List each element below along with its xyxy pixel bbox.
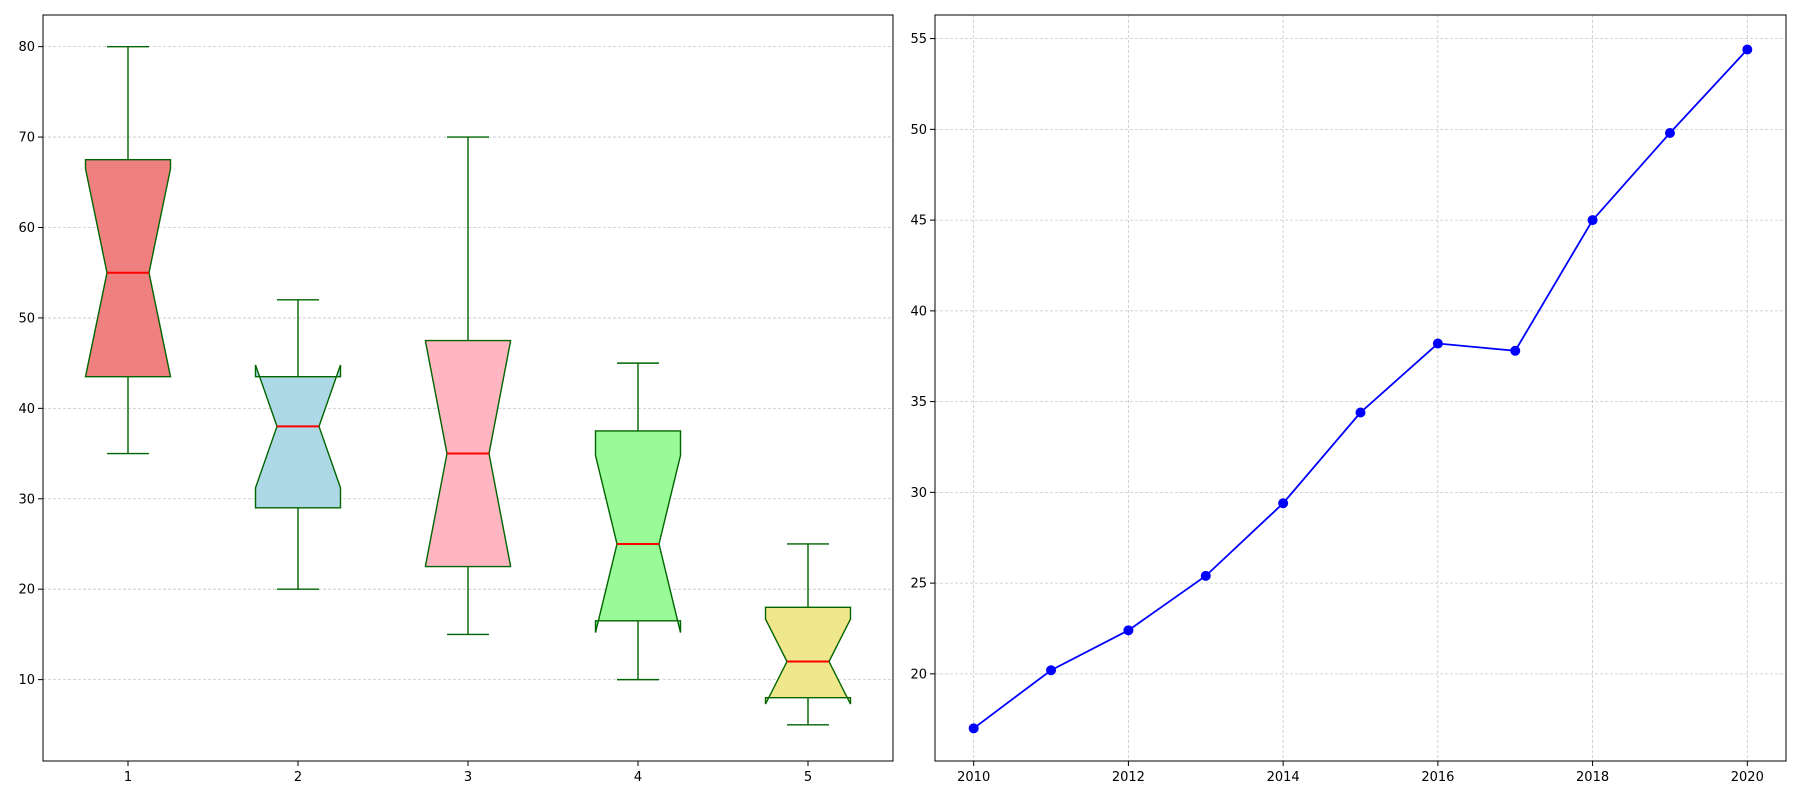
- y-tick-label: 40: [910, 304, 927, 319]
- data-point: [1123, 625, 1134, 636]
- box-3: [424, 136, 512, 636]
- y-tick-label: 80: [18, 40, 35, 55]
- y-tick-label: 30: [910, 486, 927, 501]
- data-point: [1046, 665, 1057, 676]
- data-point: [1200, 570, 1211, 581]
- data-point: [1278, 498, 1289, 509]
- data-point: [1432, 338, 1443, 349]
- y-tick-label: 45: [910, 214, 927, 229]
- boxplot-panel: 10 20 30 40 50 60 70 80 1 2 3 4 5: [18, 14, 894, 785]
- x-tick-label: 2014: [1267, 770, 1300, 785]
- y-tick-label: 30: [18, 492, 35, 507]
- series-line: [973, 48, 1748, 730]
- line-chart-panel: 20 25 30 35 40 45 50 55 2010 2012 2014 2016 2018 2020: [910, 14, 1787, 785]
- y-tick-label: 25: [910, 577, 927, 592]
- data-point: [1510, 345, 1521, 356]
- x-tick-label: 1: [124, 770, 132, 785]
- y-tick-label: 55: [910, 32, 927, 47]
- box-1: [84, 45, 172, 455]
- x-tick-label: 2020: [1731, 770, 1764, 785]
- box-body: [594, 430, 682, 633]
- x-tick-label: 2012: [1112, 770, 1145, 785]
- y-tick-label: 50: [18, 311, 35, 326]
- data-point: [1355, 407, 1366, 418]
- data-point: [968, 723, 979, 734]
- y-tick-label: 60: [18, 221, 35, 236]
- box-body: [84, 158, 172, 378]
- box-body: [254, 364, 342, 509]
- y-tick-label: 40: [18, 402, 35, 417]
- y-tick-label: 50: [910, 123, 927, 138]
- x-tick-label: 2018: [1576, 770, 1609, 785]
- y-tick-label: 35: [910, 395, 927, 410]
- plot-frame: [934, 14, 1787, 762]
- x-tick-label: 4: [634, 770, 642, 785]
- y-tick-label: 10: [18, 673, 35, 688]
- data-point: [1742, 44, 1753, 55]
- x-tick-label: 5: [804, 770, 812, 785]
- box-2: [254, 299, 342, 590]
- y-tick-label: 20: [18, 583, 35, 598]
- data-point: [1664, 127, 1675, 138]
- y-tick-label: 70: [18, 131, 35, 146]
- x-tick-label: 2: [294, 770, 302, 785]
- data-point: [1587, 215, 1598, 226]
- x-tick-label: 2016: [1421, 770, 1454, 785]
- box-5: [764, 543, 852, 726]
- box-4: [594, 362, 682, 681]
- x-tick-label: 2010: [957, 770, 990, 785]
- x-tick-label: 3: [464, 770, 472, 785]
- box-body: [764, 606, 852, 705]
- y-tick-label: 20: [910, 667, 927, 682]
